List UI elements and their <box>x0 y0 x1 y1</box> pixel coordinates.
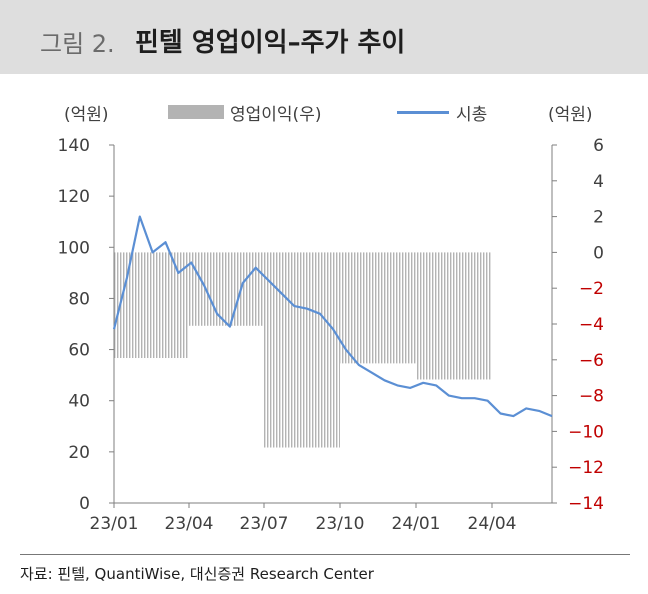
x-tick-label: 23/07 <box>240 514 289 534</box>
right-axis-unit: (억원) <box>548 105 593 125</box>
legend-bar-swatch <box>168 105 224 119</box>
bottom-rule <box>20 554 630 555</box>
left-tick-label: 60 <box>68 341 90 361</box>
x-tick-label: 24/04 <box>468 514 517 534</box>
operating-profit-bar-4 <box>340 252 416 364</box>
left-tick-label: 140 <box>58 136 90 156</box>
operating-profit-bar-3 <box>264 252 340 448</box>
right-tick-label: −14 <box>568 494 604 514</box>
right-tick-label: −10 <box>568 422 604 442</box>
x-tick-label: 23/04 <box>165 514 214 534</box>
title-bar <box>0 0 648 74</box>
operating-profit-bar-2 <box>189 252 264 326</box>
left-tick-label: 20 <box>68 443 90 463</box>
right-tick-label: −8 <box>579 387 604 407</box>
right-tick-label: −6 <box>579 351 604 371</box>
left-tick-label: 80 <box>68 289 90 309</box>
left-tick-label: 0 <box>79 494 90 514</box>
chart-title: 핀텔 영업이익–주가 추이 <box>135 28 406 58</box>
source-note: 자료: 핀텔, QuantiWise, 대신증권 Research Center <box>20 565 374 583</box>
left-tick-label: 40 <box>68 392 90 412</box>
x-tick-label: 23/01 <box>90 514 139 534</box>
right-tick-label: −4 <box>579 315 604 335</box>
right-tick-label: −12 <box>568 458 604 478</box>
left-tick-label: 120 <box>58 187 90 207</box>
x-tick-label: 23/10 <box>316 514 365 534</box>
operating-profit-bar-5 <box>416 252 492 380</box>
market-cap-line <box>112 215 553 418</box>
legend-line-swatch <box>397 111 449 114</box>
figure-label: 그림 2. <box>40 30 115 58</box>
right-tick-label: 0 <box>593 243 604 263</box>
operating-profit-bar-1 <box>114 252 189 359</box>
legend-line-label: 시총 <box>456 105 488 125</box>
right-tick-label: 2 <box>593 208 604 228</box>
left-axis-unit: (억원) <box>64 105 109 125</box>
x-tick-label: 24/01 <box>392 514 441 534</box>
right-tick-label: −2 <box>579 279 604 299</box>
right-tick-label: 4 <box>593 172 604 192</box>
left-tick-label: 100 <box>58 238 90 258</box>
legend-bar-label: 영업이익(우) <box>230 105 322 125</box>
right-tick-label: 6 <box>593 136 604 156</box>
